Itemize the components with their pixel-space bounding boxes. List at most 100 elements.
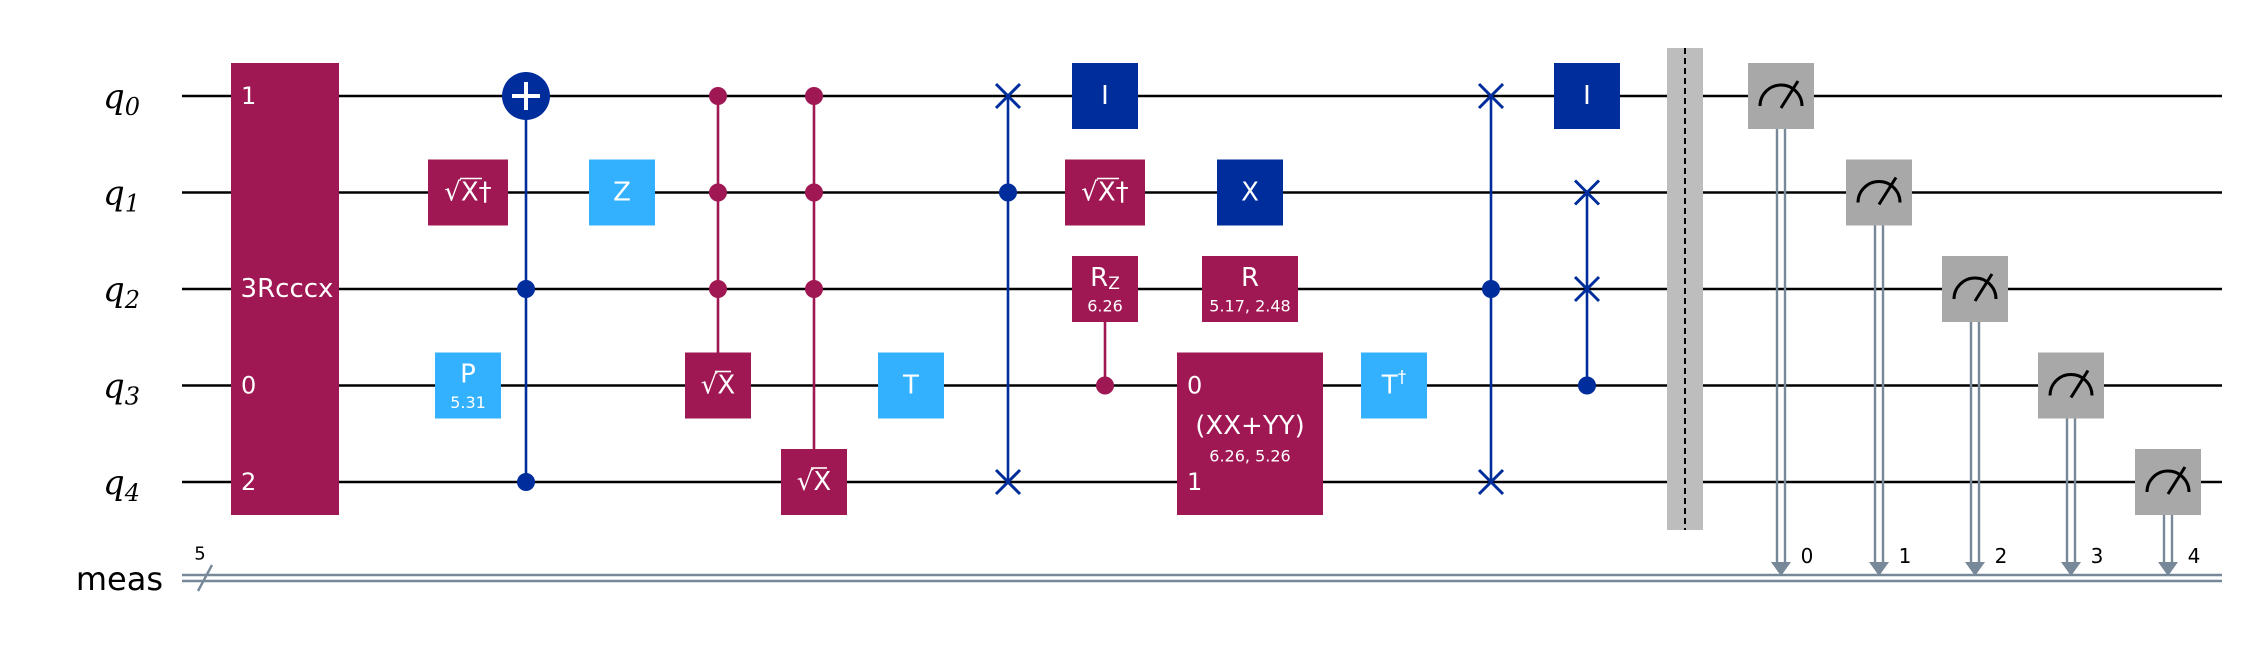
gate-label: √X†: [444, 178, 491, 208]
meter-needle: [2166, 466, 2187, 495]
control-dot: [709, 183, 727, 202]
qubit-label: q0: [103, 77, 140, 121]
swap-cross: [1477, 82, 1505, 110]
measure-gate: 3: [2038, 352, 2104, 576]
gate-tdg-3: T†: [1361, 352, 1427, 419]
gate-box: [1202, 256, 1298, 322]
control-dot: [709, 280, 727, 298]
meter-box: [2135, 449, 2201, 515]
meter-arc: [2145, 469, 2191, 493]
gate-pin-label: 1: [241, 82, 256, 110]
gate-pin-label: 0: [1187, 372, 1202, 400]
meter-needle: [1877, 176, 1898, 206]
gate-pin-label: 1: [1187, 468, 1202, 496]
gate-pin-label: 2: [241, 468, 256, 496]
gate-crz: RZ 6.26: [1072, 256, 1138, 395]
gate-p-3: P 5.31: [435, 352, 501, 419]
gate-box: [1065, 159, 1145, 226]
gate-param: 5.17, 2.48: [1209, 297, 1290, 316]
gate-label: (XX+YY): [1195, 411, 1304, 441]
gate-t-3: T: [878, 352, 944, 419]
creg-size-slash: [196, 564, 214, 592]
swap-cross: [1573, 275, 1601, 303]
gate-cswap-3: [1573, 179, 1601, 395]
gate-box: [435, 352, 501, 419]
meter-needle: [1779, 80, 1800, 109]
control-dot: [1578, 376, 1596, 395]
measure-gate: 0: [1748, 63, 1814, 576]
meter-arc: [1856, 180, 1902, 203]
gate-label: R: [1241, 263, 1259, 293]
gate-cswap-1: [994, 82, 1022, 496]
gate-sxdg-1: √X†: [428, 159, 508, 226]
measure-bit-label: 4: [2188, 544, 2201, 568]
gate-box: [685, 352, 751, 419]
measure-gate: 1: [1846, 159, 1912, 576]
measure-gate: 4: [2135, 449, 2201, 576]
swap-cross: [1477, 468, 1505, 496]
control-dot: [517, 473, 535, 491]
gate-box: [1072, 256, 1138, 322]
gate-box: [781, 449, 847, 515]
gate-box: [1072, 63, 1138, 129]
gate-c3sx-b: √X: [781, 87, 847, 515]
measure-arrow: [2061, 562, 2081, 576]
gate-box: [231, 63, 339, 515]
measure-arrow: [1771, 562, 1791, 576]
gate-label: P: [460, 360, 476, 390]
meter-arc: [1952, 276, 1998, 300]
qubit-label: q4: [103, 463, 140, 507]
gate-xxyy: 0 1 (XX+YY) 6.26, 5.26: [1177, 352, 1323, 515]
control-dot: [1096, 376, 1114, 395]
meter-arc: [2048, 373, 2094, 396]
gate-label: T†: [1381, 368, 1407, 401]
gate-label: Z: [613, 178, 631, 208]
gate-label: T: [902, 371, 919, 401]
gate-param: 6.26: [1087, 297, 1123, 316]
gate-x-1: X: [1217, 159, 1283, 226]
measure-bit-label: 0: [1801, 544, 1814, 568]
control-dot: [1482, 280, 1500, 298]
gate-label: √X: [701, 371, 735, 401]
gate-label: RZ: [1090, 263, 1120, 294]
gate-label: X: [1241, 178, 1259, 208]
measure-gate: 2: [1942, 256, 2008, 576]
gate-r-2: R 5.17, 2.48: [1202, 256, 1298, 322]
gate-c3sx-a: √X: [685, 87, 751, 419]
swap-cross: [994, 82, 1022, 110]
measure-arrow: [1965, 562, 1985, 576]
gate-label: √X†: [1081, 178, 1128, 208]
gate-label: √X: [797, 467, 831, 497]
gate-label: I: [1101, 81, 1109, 111]
meter-box: [1942, 256, 2008, 322]
qubit-label: q2: [103, 270, 140, 314]
meter-needle: [1973, 273, 1994, 302]
gate-param: 6.26, 5.26: [1209, 446, 1290, 465]
meter-box: [2038, 352, 2104, 419]
gate-id-0b: I: [1554, 63, 1620, 129]
measure-arrow: [1869, 562, 1889, 576]
meter-needle: [2069, 369, 2090, 399]
meter-arc: [1758, 83, 1804, 107]
measure-arrow: [2158, 562, 2178, 576]
gate-box: [1177, 352, 1323, 515]
measure-bit-label: 3: [2091, 544, 2104, 568]
gate-pin-label: 0: [241, 372, 256, 400]
gate-box: [589, 159, 655, 226]
gate-z-1: Z: [589, 159, 655, 226]
qubit-label: q1: [103, 174, 140, 218]
measure-bit-label: 2: [1995, 544, 2008, 568]
control-dot: [805, 87, 823, 105]
qubit-label: q3: [103, 367, 140, 411]
gate-id-0a: I: [1072, 63, 1138, 129]
creg-label: meas: [76, 560, 163, 598]
swap-cross: [994, 468, 1022, 496]
gate-sxdg-1b: √X†: [1065, 159, 1145, 226]
gate-label: I: [1583, 81, 1591, 111]
control-dot: [999, 183, 1017, 202]
measure-bit-label: 1: [1899, 544, 1912, 568]
gate-box: [1217, 159, 1283, 226]
meter-box: [1846, 159, 1912, 226]
